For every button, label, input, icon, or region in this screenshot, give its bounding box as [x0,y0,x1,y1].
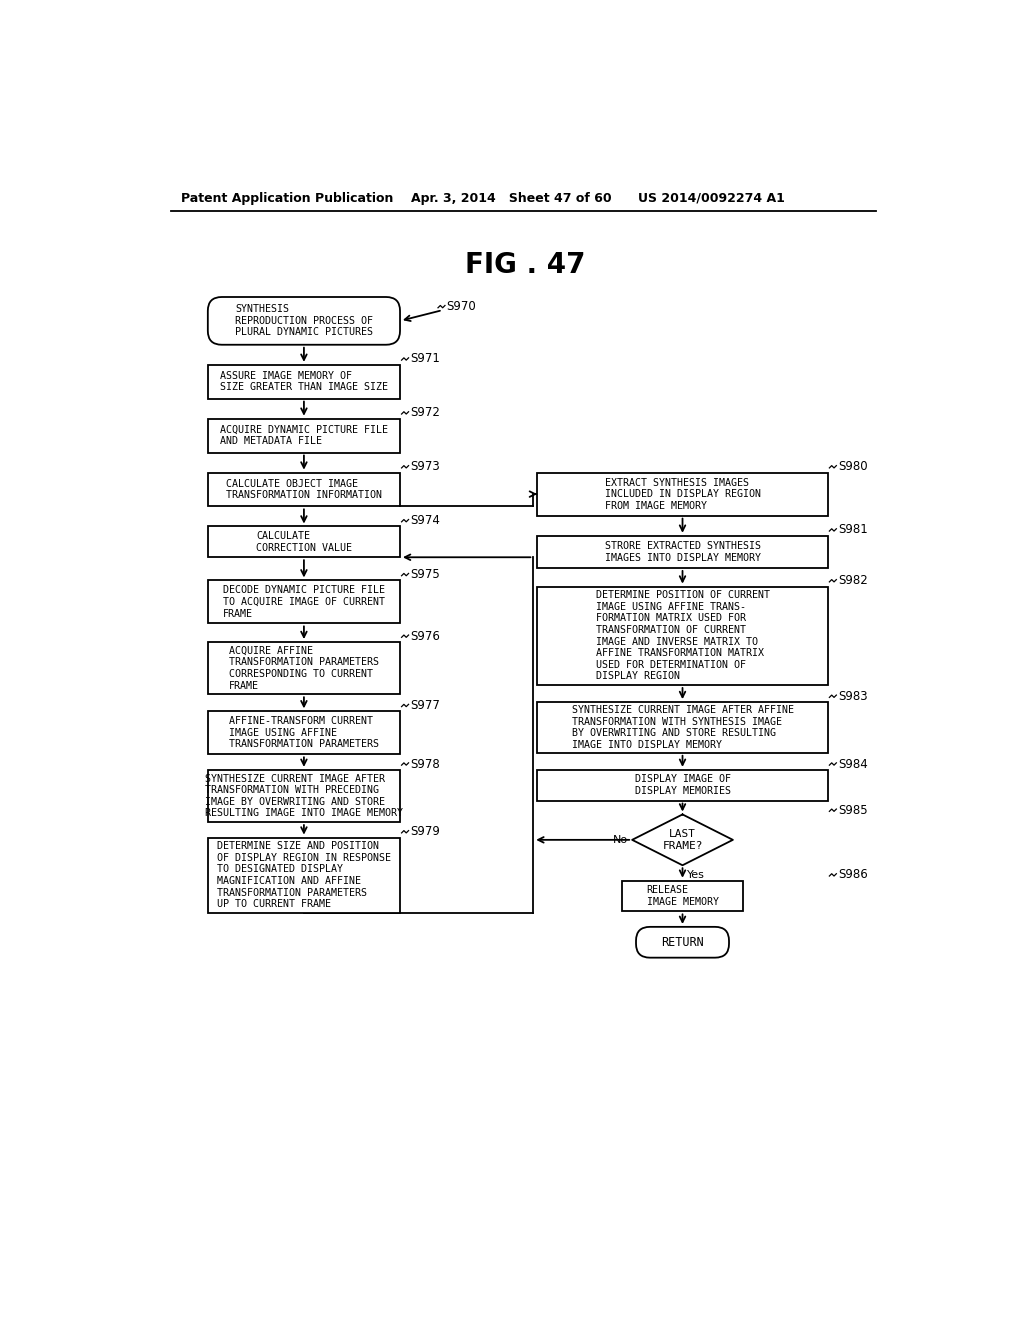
FancyBboxPatch shape [538,473,827,516]
Text: S985: S985 [838,804,867,817]
Text: Patent Application Publication: Patent Application Publication [180,191,393,205]
Text: S974: S974 [410,515,440,527]
Text: No: No [613,834,629,845]
Text: S978: S978 [410,758,440,771]
FancyBboxPatch shape [208,770,400,822]
Text: DECODE DYNAMIC PICTURE FILE
TO ACQUIRE IMAGE OF CURRENT
FRAME: DECODE DYNAMIC PICTURE FILE TO ACQUIRE I… [223,585,385,619]
FancyBboxPatch shape [208,711,400,755]
FancyBboxPatch shape [208,418,400,453]
Text: Yes: Yes [687,870,706,879]
Text: S975: S975 [410,568,440,581]
Text: RETURN: RETURN [662,936,703,949]
FancyBboxPatch shape [538,536,827,568]
Text: FIG . 47: FIG . 47 [465,251,585,279]
Text: DETERMINE SIZE AND POSITION
OF DISPLAY REGION IN RESPONSE
TO DESIGNATED DISPLAY
: DETERMINE SIZE AND POSITION OF DISPLAY R… [217,841,391,909]
FancyBboxPatch shape [208,297,400,345]
Text: SYNTHESIZE CURRENT IMAGE AFTER
TRANSFORMATION WITH PRECEDING
IMAGE BY OVERWRITIN: SYNTHESIZE CURRENT IMAGE AFTER TRANSFORM… [205,774,402,818]
Text: S971: S971 [410,352,440,366]
Text: S977: S977 [410,700,440,711]
Text: S979: S979 [410,825,440,838]
Text: S986: S986 [838,869,867,882]
Text: STRORE EXTRACTED SYNTHESIS
IMAGES INTO DISPLAY MEMORY: STRORE EXTRACTED SYNTHESIS IMAGES INTO D… [604,541,761,562]
FancyBboxPatch shape [208,527,400,557]
Text: Apr. 3, 2014   Sheet 47 of 60: Apr. 3, 2014 Sheet 47 of 60 [411,191,611,205]
Text: CALCULATE OBJECT IMAGE
TRANSFORMATION INFORMATION: CALCULATE OBJECT IMAGE TRANSFORMATION IN… [226,479,382,500]
Text: EXTRACT SYNTHESIS IMAGES
INCLUDED IN DISPLAY REGION
FROM IMAGE MEMORY: EXTRACT SYNTHESIS IMAGES INCLUDED IN DIS… [604,478,761,511]
Text: AFFINE-TRANSFORM CURRENT
IMAGE USING AFFINE
TRANSFORMATION PARAMETERS: AFFINE-TRANSFORM CURRENT IMAGE USING AFF… [229,717,379,750]
Text: RELEASE
IMAGE MEMORY: RELEASE IMAGE MEMORY [646,886,719,907]
Text: LAST
FRAME?: LAST FRAME? [663,829,702,850]
FancyBboxPatch shape [538,702,827,752]
FancyBboxPatch shape [538,770,827,800]
Text: ACQUIRE AFFINE
TRANSFORMATION PARAMETERS
CORRESPONDING TO CURRENT
FRAME: ACQUIRE AFFINE TRANSFORMATION PARAMETERS… [229,645,379,690]
Text: S970: S970 [446,300,476,313]
Text: S973: S973 [410,461,440,474]
Text: S980: S980 [838,461,867,474]
Text: S972: S972 [410,407,440,420]
Text: S981: S981 [838,524,867,536]
Text: SYNTHESIS
REPRODUCTION PROCESS OF
PLURAL DYNAMIC PICTURES: SYNTHESIS REPRODUCTION PROCESS OF PLURAL… [234,305,373,338]
FancyBboxPatch shape [636,927,729,958]
Text: S984: S984 [838,758,867,771]
Text: US 2014/0092274 A1: US 2014/0092274 A1 [638,191,784,205]
Text: DETERMINE POSITION OF CURRENT
IMAGE USING AFFINE TRANS-
FORMATION MATRIX USED FO: DETERMINE POSITION OF CURRENT IMAGE USIN… [596,590,769,681]
Text: ASSURE IMAGE MEMORY OF
SIZE GREATER THAN IMAGE SIZE: ASSURE IMAGE MEMORY OF SIZE GREATER THAN… [220,371,388,392]
Text: CALCULATE
CORRECTION VALUE: CALCULATE CORRECTION VALUE [256,531,352,553]
FancyBboxPatch shape [622,880,743,911]
FancyBboxPatch shape [208,837,400,913]
Text: ACQUIRE DYNAMIC PICTURE FILE
AND METADATA FILE: ACQUIRE DYNAMIC PICTURE FILE AND METADAT… [220,425,388,446]
FancyBboxPatch shape [208,473,400,507]
FancyBboxPatch shape [538,586,827,685]
Text: S983: S983 [838,690,867,702]
Text: S982: S982 [838,574,867,587]
Text: S976: S976 [410,630,440,643]
Text: DISPLAY IMAGE OF
DISPLAY MEMORIES: DISPLAY IMAGE OF DISPLAY MEMORIES [635,775,730,796]
FancyBboxPatch shape [208,642,400,694]
FancyBboxPatch shape [208,581,400,623]
FancyBboxPatch shape [208,364,400,399]
Text: SYNTHESIZE CURRENT IMAGE AFTER AFFINE
TRANSFORMATION WITH SYNTHESIS IMAGE
BY OVE: SYNTHESIZE CURRENT IMAGE AFTER AFFINE TR… [571,705,794,750]
